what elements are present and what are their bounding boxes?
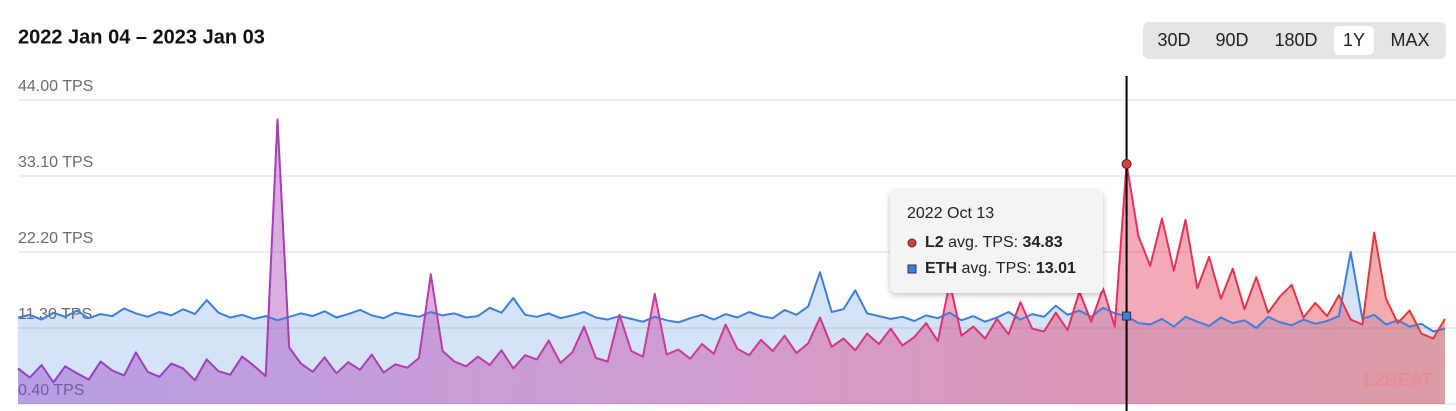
tooltip: 2022 Oct 13 L2 avg. TPS: 34.83 ETH avg. … (890, 190, 1103, 293)
series-name: ETH (925, 260, 957, 277)
tooltip-value: 34.83 (1023, 234, 1063, 251)
y-tick-label: 44.00 TPS (18, 78, 93, 95)
area (18, 119, 1445, 404)
range-button[interactable]: 90D (1215, 30, 1248, 50)
tooltip-row: L2 avg. TPS: 34.83 (925, 234, 1063, 251)
tooltip-box (890, 190, 1103, 293)
series-name: L2 (925, 234, 944, 251)
range-button[interactable]: 30D (1157, 30, 1190, 50)
hover-point (1122, 311, 1132, 321)
y-tick-label: 33.10 TPS (18, 154, 93, 171)
range-button[interactable]: 1Y (1343, 30, 1365, 50)
hover-point (1121, 158, 1132, 169)
tooltip-label: avg. TPS: (961, 260, 1031, 277)
range-button-active (1334, 26, 1374, 55)
tooltip-label: avg. TPS: (948, 234, 1018, 251)
range-button[interactable]: MAX (1390, 30, 1429, 50)
range-button[interactable]: 180D (1274, 30, 1317, 50)
tooltip-marker (907, 264, 917, 274)
line (17, 251, 1446, 333)
title: 2022 Jan 04 – 2023 Jan 03 (18, 26, 265, 48)
tooltip-date: 2022 Oct 13 (907, 205, 994, 222)
logo: L2BEAT (1364, 370, 1433, 390)
y-tick-label: 11.30 TPS (18, 306, 92, 323)
tooltip-marker (907, 238, 917, 248)
tooltip-value: 13.01 (1036, 260, 1076, 277)
y-tick-label: 22.20 TPS (18, 230, 93, 247)
tooltip-row: ETH avg. TPS: 13.01 (925, 260, 1076, 277)
line (17, 118, 1446, 384)
